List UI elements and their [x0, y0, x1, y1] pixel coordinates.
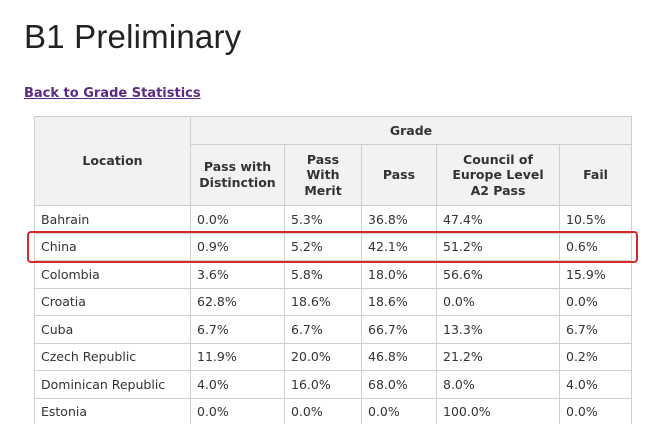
percentage-cell: 0.0%: [559, 397, 632, 424]
table-row: Dominican Republic 4.0% 16.0% 68.0% 8.0% 4.0%: [34, 370, 632, 399]
table-row: Czech Republic 11.9% 20.0% 46.8% 21.2% 0.2%: [34, 342, 632, 371]
percentage-cell: 0.0%: [559, 287, 632, 316]
percentage-cell: 0.2%: [559, 342, 632, 371]
location-cell: Croatia: [34, 287, 191, 316]
percentage-cell: 6.7%: [559, 315, 632, 344]
grade-column-header: Pass with Distinction: [190, 144, 285, 206]
percentage-cell: 56.6%: [436, 260, 560, 289]
percentage-cell: 5.2%: [284, 232, 362, 261]
percentage-cell: 42.1%: [361, 232, 437, 261]
table-row: China 0.9% 5.2% 42.1% 51.2% 0.6%: [34, 232, 632, 261]
percentage-cell: 0.0%: [361, 397, 437, 424]
percentage-cell: 10.5%: [559, 205, 632, 234]
table-row: Colombia 3.6% 5.8% 18.0% 56.6% 15.9%: [34, 260, 632, 289]
table-row: Estonia 0.0% 0.0% 0.0% 100.0% 0.0%: [34, 397, 632, 424]
percentage-cell: 0.6%: [559, 232, 632, 261]
header-line: Fail: [583, 167, 608, 183]
header-line: Pass with: [203, 159, 272, 175]
percentage-cell: 0.9%: [190, 232, 285, 261]
header-line: With: [306, 167, 340, 183]
location-cell: Dominican Republic: [34, 370, 191, 399]
percentage-cell: 6.7%: [190, 315, 285, 344]
percentage-cell: 18.0%: [361, 260, 437, 289]
header-line: Council of: [463, 151, 533, 167]
header-line: Distinction: [199, 175, 276, 190]
percentage-cell: 5.8%: [284, 260, 362, 289]
location-cell: China: [34, 232, 191, 261]
percentage-cell: 4.0%: [190, 370, 285, 399]
percentage-cell: 47.4%: [436, 205, 560, 234]
grade-group-header: Grade: [190, 116, 632, 145]
percentage-cell: 0.0%: [436, 287, 560, 316]
percentage-cell: 15.9%: [559, 260, 632, 289]
grade-column-header: Council of Europe Level A2 Pass: [436, 144, 560, 206]
percentage-cell: 13.3%: [436, 315, 560, 344]
percentage-cell: 16.0%: [284, 370, 362, 399]
percentage-cell: 11.9%: [190, 342, 285, 371]
percentage-cell: 8.0%: [436, 370, 560, 399]
grade-column-header: Pass With Merit: [284, 144, 362, 206]
percentage-cell: 51.2%: [436, 232, 560, 261]
percentage-cell: 66.7%: [361, 315, 437, 344]
header-line: Pass: [306, 151, 340, 167]
header-line: Pass: [382, 167, 416, 183]
percentage-cell: 0.0%: [190, 205, 285, 234]
table-row: Croatia 62.8% 18.6% 18.6% 0.0% 0.0%: [34, 287, 632, 316]
percentage-cell: 0.0%: [284, 397, 362, 424]
percentage-cell: 68.0%: [361, 370, 437, 399]
percentage-cell: 100.0%: [436, 397, 560, 424]
percentage-cell: 62.8%: [190, 287, 285, 316]
table-row: Bahrain 0.0% 5.3% 36.8% 47.4% 10.5%: [34, 205, 632, 234]
header-line: Merit: [304, 182, 342, 198]
location-cell: Bahrain: [34, 205, 191, 234]
header-line: Europe Level: [452, 167, 544, 183]
grade-column-header: Pass: [361, 144, 437, 206]
header-line: A2 Pass: [470, 182, 526, 198]
location-cell: Cuba: [34, 315, 191, 344]
location-cell: Estonia: [34, 397, 191, 424]
table-row: Cuba 6.7% 6.7% 66.7% 13.3% 6.7%: [34, 315, 632, 344]
percentage-cell: 20.0%: [284, 342, 362, 371]
grade-column-header: Fail: [559, 144, 632, 206]
percentage-cell: 21.2%: [436, 342, 560, 371]
percentage-cell: 18.6%: [284, 287, 362, 316]
percentage-cell: 3.6%: [190, 260, 285, 289]
page-title: B1 Preliminary: [24, 18, 242, 55]
percentage-cell: 0.0%: [190, 397, 285, 424]
location-cell: Colombia: [34, 260, 191, 289]
percentage-cell: 4.0%: [559, 370, 632, 399]
grade-statistics-table: Location Grade Pass with Distinction Pass W…: [34, 116, 632, 424]
location-column-header: Location: [34, 116, 191, 206]
percentage-cell: 36.8%: [361, 205, 437, 234]
percentage-cell: 46.8%: [361, 342, 437, 371]
back-to-grade-statistics-link[interactable]: Back to Grade Statistics: [24, 86, 201, 101]
percentage-cell: 6.7%: [284, 315, 362, 344]
location-cell: Czech Republic: [34, 342, 191, 371]
percentage-cell: 5.3%: [284, 205, 362, 234]
percentage-cell: 18.6%: [361, 287, 437, 316]
